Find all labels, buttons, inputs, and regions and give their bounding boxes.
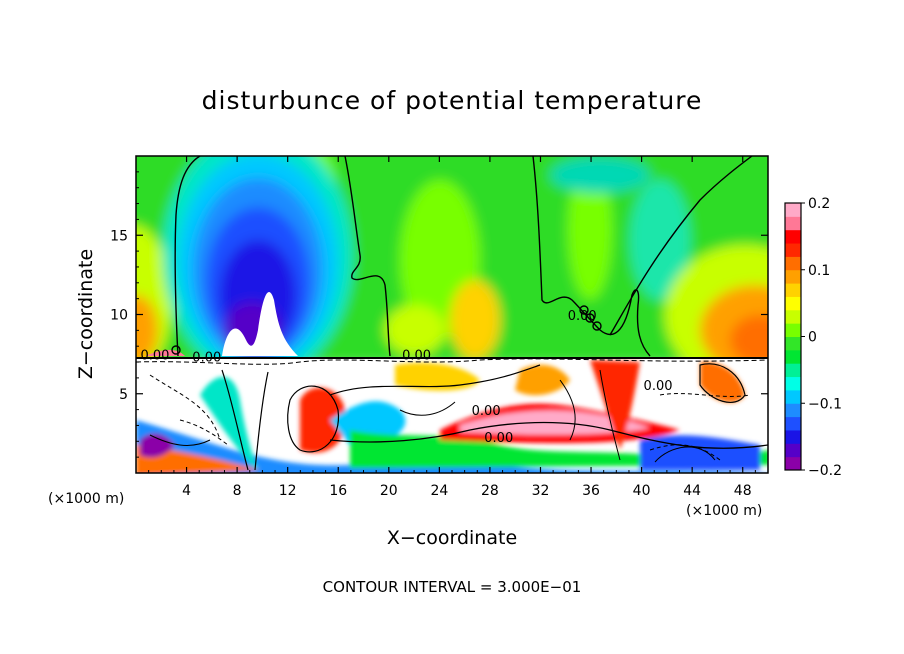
colorbar-swatch <box>785 296 801 311</box>
x-tick-label: 44 <box>683 483 701 499</box>
streak-4 <box>385 305 445 355</box>
colorbar-label: −0.2 <box>808 463 842 479</box>
colorbar-label: 0.1 <box>808 263 830 279</box>
lower-contour-10 <box>149 401 456 446</box>
colorbar-swatch <box>785 376 801 391</box>
colorbar-label: 0.2 <box>808 196 830 212</box>
x-tick-label: 36 <box>582 483 600 499</box>
chart-title: disturbunce of potential temperature <box>201 86 703 115</box>
contour-label: 0.00 <box>192 350 221 365</box>
loop-1 <box>579 305 589 315</box>
lower-contour-1 <box>221 369 269 471</box>
loop-4 <box>171 345 181 355</box>
lower-layer <box>136 358 768 473</box>
colorbar-swatch <box>785 443 801 458</box>
temperature-field: 0.00 0.00 0.00 0.00 0.00 0.00 0.00 <box>136 156 768 473</box>
loop-3 <box>592 321 602 331</box>
colorbar-swatch <box>785 309 801 324</box>
lower-contour-7 <box>649 393 751 461</box>
orange-swirl <box>515 364 570 396</box>
contour-interval: CONTOUR INTERVAL = 3.000E−01 <box>322 578 582 596</box>
lower-contour-8 <box>699 363 746 403</box>
colorbar-swatch <box>785 203 801 217</box>
orange-right-top <box>700 361 745 403</box>
colorbar-label: 0 <box>808 330 817 346</box>
yellow-swirl <box>395 362 480 391</box>
contour-line-2 <box>344 156 391 357</box>
colorbar-swatch <box>785 323 801 337</box>
x-tick-label: 12 <box>279 483 297 499</box>
x-tick-label: 40 <box>633 483 651 499</box>
loop-2 <box>585 313 595 323</box>
contour-line-1 <box>174 156 201 357</box>
colorbar-swatch <box>785 363 801 378</box>
upper-layer <box>136 156 768 385</box>
y-tick-label: 5 <box>119 387 128 403</box>
interface-dashed <box>136 358 768 365</box>
x-axis-label: X−coordinate <box>386 527 518 549</box>
colorbar-swatch <box>785 389 801 404</box>
teal-plume <box>200 376 258 470</box>
contour-label: 0.00 <box>568 309 597 324</box>
y-tick-label: 15 <box>110 228 128 244</box>
colorbar-swatch <box>785 416 801 431</box>
colorbar-swatch <box>785 349 801 364</box>
lower-contour-3 <box>149 374 229 446</box>
streak-5 <box>568 160 612 300</box>
x-ticks: 4 8 12 16 20 24 28 32 36 40 44 48 <box>148 156 756 499</box>
lower-contour-9 <box>654 446 716 463</box>
x-tick-label: 48 <box>734 483 752 499</box>
colorbar-swatch <box>785 429 801 444</box>
contour-label: 0.00 <box>472 404 501 419</box>
contour-line-4 <box>609 156 753 336</box>
contour-lines <box>136 156 768 471</box>
lower-contour-6 <box>559 369 621 461</box>
lower-contour-4 <box>329 421 768 449</box>
colorbar-swatch <box>785 229 801 244</box>
x-tick-label: 8 <box>233 483 242 499</box>
teal-patch <box>630 180 690 300</box>
x-unit-right: (×1000 m) <box>686 503 763 519</box>
top-teal <box>550 157 650 193</box>
colorbar-swatch <box>785 456 801 471</box>
lower-contour-2 <box>287 385 340 453</box>
colorbar-swatch <box>785 256 801 271</box>
x-tick-label: 20 <box>380 483 398 499</box>
colorbar-swatch <box>785 283 801 297</box>
y-tick-label: 10 <box>110 308 128 324</box>
x-tick-label: 24 <box>430 483 448 499</box>
streak-3 <box>450 280 500 360</box>
warm-left-inner <box>136 295 158 365</box>
colorbar-swatch <box>785 243 801 257</box>
colorbar-swatch <box>785 269 801 284</box>
contour-label: 0.00 <box>484 431 513 446</box>
x-tick-label: 4 <box>182 483 191 499</box>
colorbar-swatch <box>785 403 801 418</box>
y-ticks: 5 10 15 <box>110 171 768 458</box>
y-axis-label: Z−coordinate <box>75 248 97 380</box>
contour-labels: 0.00 0.00 0.00 0.00 0.00 0.00 0.00 <box>140 309 672 446</box>
colorbar-swatch <box>785 216 801 231</box>
purple-left <box>140 433 175 458</box>
lower-contour-5 <box>329 364 541 396</box>
contour-label: 0.00 <box>644 379 673 394</box>
contour-label: 0.00 <box>402 349 431 364</box>
colorbar-label: −0.1 <box>808 396 842 412</box>
contour-label: 0.00 <box>140 349 169 364</box>
warm-right-inner <box>730 315 768 365</box>
x-tick-label: 28 <box>481 483 499 499</box>
colorbar: 0.2 0.1 0 −0.1 −0.2 <box>784 196 842 479</box>
x-tick-label: 16 <box>329 483 347 499</box>
contour-line-3 <box>532 156 651 357</box>
white-spike <box>222 291 298 356</box>
colorbar-swatch <box>785 336 801 351</box>
x-tick-label: 32 <box>532 483 550 499</box>
x-unit-left: (×1000 m) <box>48 491 125 507</box>
